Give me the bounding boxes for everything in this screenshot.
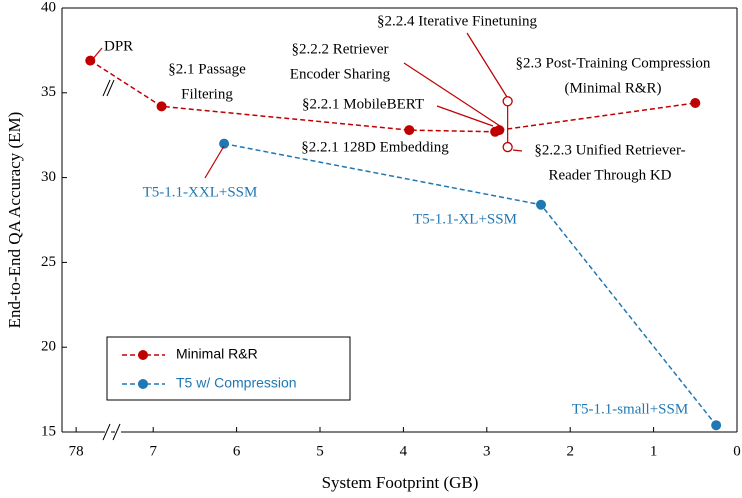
data-point	[536, 199, 547, 210]
hollow-point	[502, 141, 513, 153]
axis-break-gap	[115, 429, 121, 435]
axis-break	[102, 423, 111, 441]
annotation: §2.2.4 Iterative Finetuning	[377, 13, 537, 29]
legend-label: T5 w/ Compression	[176, 375, 297, 391]
x-tick-label: 4	[400, 443, 408, 459]
y-tick-label: 20	[41, 339, 56, 355]
x-tick-label: 1	[650, 443, 658, 459]
leader-line	[466, 32, 508, 98]
leader-line	[512, 149, 523, 152]
hollow-point	[502, 96, 513, 107]
annotation: Filtering	[181, 86, 233, 102]
annotation: §2.2.2 Retriever	[291, 41, 388, 57]
axis-break	[112, 423, 121, 441]
annotation: (Minimal R&R)	[564, 80, 661, 96]
annotation: T5-1.1-XL+SSM	[413, 211, 517, 227]
legend-marker	[138, 379, 148, 389]
y-tick-label: 30	[41, 169, 56, 185]
data-point	[85, 55, 96, 66]
x-axis-label: System Footprint (GB)	[322, 473, 479, 492]
y-axis-label: End-to-End QA Accuracy (EM)	[5, 112, 24, 329]
data-point	[404, 125, 415, 136]
leader-line	[204, 145, 225, 179]
annotation: Reader Through KD	[548, 167, 671, 183]
annotation: §2.2.3 Unified Retriever-	[534, 142, 685, 158]
axis-break	[102, 79, 111, 97]
x-tick-label: 6	[233, 443, 241, 459]
x-tick-label: 0	[733, 443, 741, 459]
y-tick-label: 40	[41, 0, 56, 15]
leader-line	[403, 62, 501, 127]
x-tick-label: 7	[149, 443, 157, 459]
x-tick-label: 2	[566, 443, 574, 459]
legend-marker	[138, 350, 148, 360]
annotation: §2.2.1 128D Embedding	[301, 139, 449, 155]
annotation: §2.3 Post-Training Compression	[516, 55, 711, 71]
series-line	[89, 59, 696, 133]
legend-box	[106, 336, 351, 401]
y-tick-label: 35	[41, 84, 56, 100]
leader-line	[436, 105, 494, 127]
annotation: T5-1.1-XXL+SSM	[143, 184, 258, 200]
annotation: Encoder Sharing	[290, 66, 391, 82]
y-tick-label: 15	[41, 423, 56, 439]
axis-break-gap	[105, 429, 111, 435]
annotation: DPR	[104, 38, 133, 54]
data-point	[219, 138, 230, 149]
leader-line	[91, 47, 103, 61]
x-tick-label: 78	[69, 443, 84, 459]
legend-label: Minimal R&R	[176, 346, 258, 362]
axis-break	[106, 79, 115, 97]
annotation: T5-1.1-small+SSM	[572, 401, 688, 417]
data-point	[156, 101, 167, 112]
y-tick-label: 25	[41, 254, 56, 270]
annotation: §2.2.1 MobileBERT	[302, 96, 424, 112]
x-tick-label: 3	[483, 443, 491, 459]
data-point	[690, 97, 701, 108]
x-tick-label: 5	[316, 443, 324, 459]
data-point	[711, 420, 722, 431]
data-point	[494, 125, 505, 136]
annotation: §2.1 Passage	[168, 61, 246, 77]
